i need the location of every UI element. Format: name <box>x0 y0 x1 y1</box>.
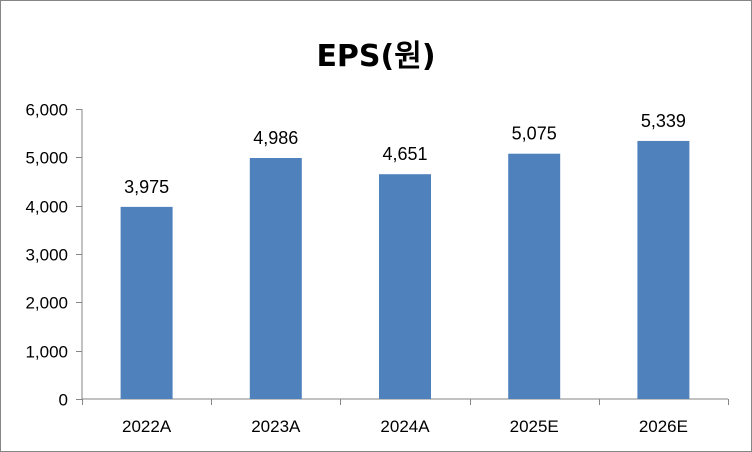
y-tick-label: 5,000 <box>25 149 68 168</box>
x-tick-label: 2022A <box>122 417 172 436</box>
y-tick-label: 3,000 <box>25 246 68 265</box>
y-tick-label: 0 <box>59 391 68 410</box>
x-tick-label: 2026E <box>639 417 688 436</box>
x-tick-label: 2025E <box>510 417 559 436</box>
y-tick-label: 1,000 <box>25 343 68 362</box>
y-tick-label: 4,000 <box>25 198 68 217</box>
bar-value-label: 4,986 <box>253 128 298 148</box>
bar <box>379 174 431 399</box>
bar <box>249 158 302 399</box>
bar <box>120 206 173 399</box>
bar <box>637 140 690 399</box>
chart-title: EPS(원) <box>316 39 436 74</box>
bar <box>508 153 561 399</box>
bar-value-label: 3,975 <box>124 177 169 197</box>
y-tick-label: 2,000 <box>25 294 68 313</box>
bar-value-label: 5,075 <box>512 124 557 144</box>
bar-value-label: 5,339 <box>641 111 686 131</box>
x-tick-label: 2023A <box>251 417 301 436</box>
x-tick-label: 2024A <box>380 417 430 436</box>
y-tick-label: 6,000 <box>25 101 68 120</box>
bar-value-label: 4,651 <box>382 144 427 164</box>
